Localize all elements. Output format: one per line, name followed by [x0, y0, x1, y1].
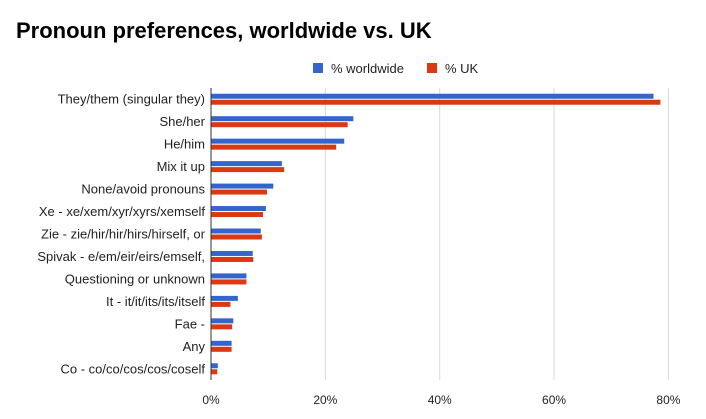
bar-uk-spivak-e-em-eir-eirs-emself	[211, 256, 254, 262]
x-tick-label-80: 80%	[656, 393, 680, 407]
bar-uk-co-co-co-cos-cos-coself	[211, 369, 218, 375]
category-label-it-it-it-its-its-itself: It - it/it/its/its/itself	[106, 294, 205, 309]
x-tick-label-40: 40%	[428, 393, 452, 407]
bar-worldwide-mix-it-up	[211, 161, 282, 167]
bar-uk-they-them-singular-they	[211, 99, 661, 105]
category-label-any: Any	[183, 339, 206, 354]
category-label-none-avoid-pronouns: None/avoid pronouns	[81, 182, 205, 197]
bar-uk-fae	[211, 324, 233, 330]
bar-uk-mix-it-up	[211, 167, 285, 173]
bars	[210, 88, 661, 380]
bar-uk-none-avoid-pronouns	[211, 189, 268, 195]
legend-swatch-uk	[427, 63, 437, 73]
bar-uk-questioning-or-unknown	[211, 279, 247, 285]
legend-label-worldwide: % worldwide	[331, 61, 404, 76]
category-label-spivak-e-em-eir-eirs-emself: Spivak - e/em/eir/eirs/emself,	[37, 249, 205, 264]
bar-worldwide-spivak-e-em-eir-eirs-emself	[211, 250, 253, 256]
category-label-he-him: He/him	[164, 137, 205, 152]
category-labels: They/them (singular they) She/her He/him Mi…	[37, 92, 205, 377]
category-label-xe-xe-xem-xyr-xyrs-xemself: Xe - xe/xem/xyr/xyrs/xemself	[39, 204, 206, 219]
bar-worldwide-xe-xe-xem-xyr-xyrs-xemself	[211, 206, 266, 212]
bar-worldwide-none-avoid-pronouns	[211, 183, 274, 189]
bar-uk-he-him	[211, 144, 337, 150]
category-label-mix-it-up: Mix it up	[157, 159, 205, 174]
bar-worldwide-they-them-singular-they	[211, 93, 654, 99]
bar-worldwide-any	[211, 340, 232, 346]
bar-uk-any	[211, 346, 232, 352]
bar-worldwide-it-it-it-its-its-itself	[211, 295, 238, 301]
bar-uk-she-her	[211, 122, 348, 128]
bar-worldwide-questioning-or-unknown	[211, 273, 247, 279]
x-tick-label-60: 60%	[542, 393, 566, 407]
bar-worldwide-co-co-co-cos-cos-coself	[211, 363, 218, 369]
x-tick-label-0: 0%	[202, 393, 220, 407]
x-tick-label-20: 20%	[313, 393, 337, 407]
x-tick-labels: 0% 20% 40% 60% 80%	[202, 393, 680, 407]
legend-swatch-worldwide	[313, 63, 323, 73]
legend: % worldwide % UK	[313, 61, 479, 76]
chart-title: Pronoun preferences, worldwide vs. UK	[16, 18, 432, 43]
category-label-questioning-or-unknown: Questioning or unknown	[65, 271, 205, 286]
bar-worldwide-fae	[211, 318, 234, 324]
legend-label-uk: % UK	[445, 61, 479, 76]
bar-worldwide-zie-zie-hir-hir-hirs-hirself-or	[211, 228, 261, 234]
bar-uk-zie-zie-hir-hir-hirs-hirself-or	[211, 234, 262, 240]
category-label-co-co-co-cos-cos-coself: Co - co/co/cos/cos/coself	[61, 361, 206, 376]
gridlines	[324, 88, 669, 380]
bar-worldwide-she-her	[211, 116, 354, 122]
category-label-zie-zie-hir-hir-hirs-hirself-or: Zie - zie/hir/hir/hirs/hirself, or	[41, 227, 206, 242]
category-label-fae: Fae -	[175, 316, 205, 331]
bar-worldwide-he-him	[211, 138, 345, 144]
bar-uk-xe-xe-xem-xyr-xyrs-xemself	[211, 212, 264, 218]
category-label-she-her: She/her	[159, 114, 205, 129]
category-label-they-them-singular-they: They/them (singular they)	[58, 92, 205, 107]
bar-uk-it-it-it-its-its-itself	[211, 301, 231, 307]
